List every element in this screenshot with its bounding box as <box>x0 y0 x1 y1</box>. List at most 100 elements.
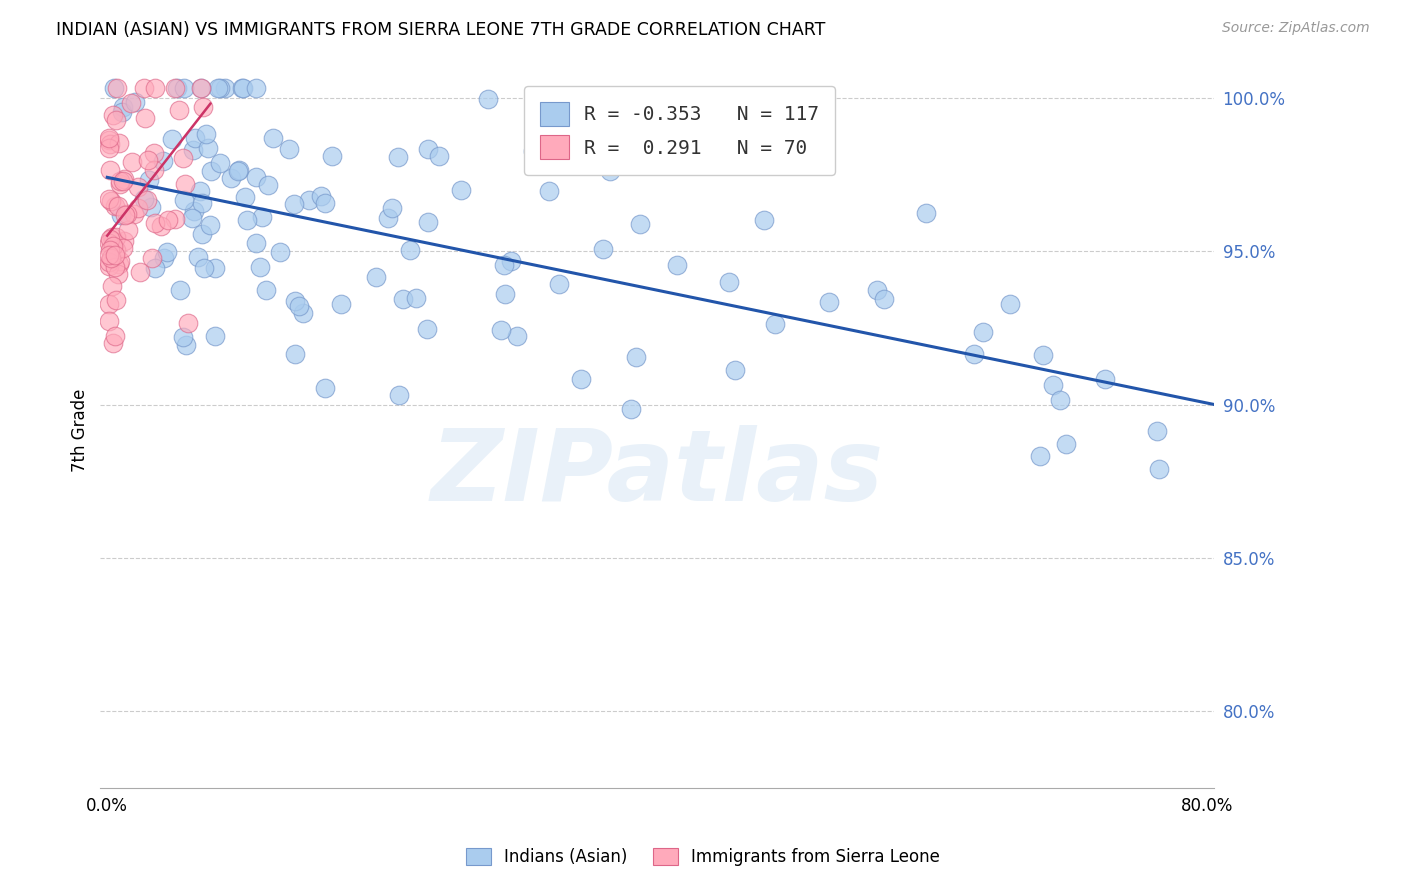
Point <box>387 149 409 163</box>
Point <box>204 329 226 343</box>
Point <box>97 141 120 155</box>
Point <box>392 292 415 306</box>
Point <box>236 212 259 227</box>
Point <box>283 197 305 211</box>
Point <box>132 81 155 95</box>
Point <box>100 194 122 209</box>
Point <box>418 215 440 229</box>
Point <box>172 329 194 343</box>
Point <box>284 347 307 361</box>
Point <box>141 200 163 214</box>
Point <box>450 183 472 197</box>
Point <box>254 283 277 297</box>
Point <box>172 151 194 165</box>
Point <box>108 253 131 268</box>
Point <box>269 245 291 260</box>
Point <box>548 277 571 292</box>
Point <box>200 219 222 233</box>
Point <box>134 111 156 125</box>
Legend: R = -0.353   N = 117, R =  0.291   N = 70: R = -0.353 N = 117, R = 0.291 N = 70 <box>524 87 835 175</box>
Point <box>97 259 120 273</box>
Point <box>184 131 207 145</box>
Point <box>187 250 209 264</box>
Point <box>1042 377 1064 392</box>
Point <box>108 136 131 150</box>
Point <box>292 306 315 320</box>
Point <box>183 203 205 218</box>
Point <box>620 402 643 417</box>
Point <box>209 81 232 95</box>
Point <box>377 211 399 225</box>
Point <box>169 283 191 297</box>
Point <box>190 184 212 198</box>
Point <box>257 178 280 193</box>
Point <box>105 244 128 258</box>
Point <box>112 174 135 188</box>
Point <box>97 255 120 269</box>
Point <box>214 81 236 95</box>
Point <box>98 243 121 257</box>
Point <box>599 164 621 178</box>
Point <box>197 141 219 155</box>
Point <box>866 283 889 297</box>
Point <box>98 297 121 311</box>
Point <box>569 372 592 386</box>
Point <box>104 229 127 244</box>
Point <box>107 267 129 281</box>
Point <box>105 81 128 95</box>
Point <box>104 248 127 262</box>
Point <box>624 351 647 365</box>
Point <box>174 338 197 352</box>
Point <box>173 177 195 191</box>
Point <box>98 137 121 152</box>
Point <box>1054 437 1077 451</box>
Point <box>249 260 271 275</box>
Point <box>107 257 129 271</box>
Point <box>105 113 128 128</box>
Point <box>103 81 125 95</box>
Point <box>156 245 179 260</box>
Point <box>914 206 936 220</box>
Point <box>219 170 242 185</box>
Point <box>200 163 222 178</box>
Point <box>231 81 253 95</box>
Point <box>209 156 232 170</box>
Point <box>103 234 125 248</box>
Point <box>101 335 124 350</box>
Point <box>111 100 134 114</box>
Point <box>100 251 122 265</box>
Point <box>416 143 439 157</box>
Point <box>165 211 187 226</box>
Point <box>540 144 562 158</box>
Point <box>284 293 307 308</box>
Point <box>160 132 183 146</box>
Point <box>489 323 512 337</box>
Point <box>111 105 134 120</box>
Point <box>107 199 129 213</box>
Point <box>101 279 124 293</box>
Point <box>98 192 121 206</box>
Point <box>763 317 786 331</box>
Point <box>190 196 212 211</box>
Point <box>226 164 249 178</box>
Point <box>381 201 404 215</box>
Point <box>138 173 160 187</box>
Point <box>207 81 229 95</box>
Point <box>101 230 124 244</box>
Point <box>134 192 156 206</box>
Point <box>112 234 135 248</box>
Point <box>309 189 332 203</box>
Point <box>245 169 267 184</box>
Point <box>129 265 152 279</box>
Point <box>97 248 120 262</box>
Point <box>477 92 499 106</box>
Point <box>818 294 841 309</box>
Point <box>245 81 267 95</box>
Point <box>388 388 411 402</box>
Point <box>173 193 195 207</box>
Point <box>110 208 132 222</box>
Point <box>108 178 131 192</box>
Point <box>181 143 204 157</box>
Point <box>429 149 451 163</box>
Point <box>124 206 146 220</box>
